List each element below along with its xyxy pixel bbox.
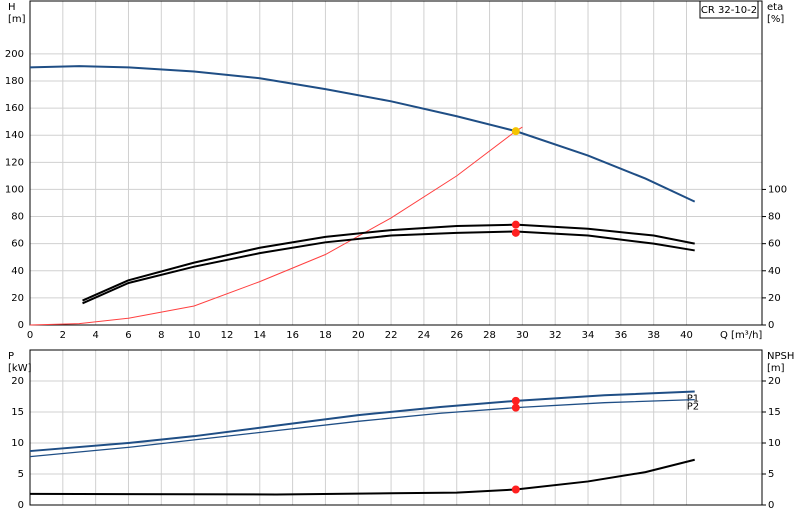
y2-tick-label: 5 <box>768 469 774 480</box>
plot-frame <box>29 349 763 506</box>
y-tick-label: 140 <box>5 130 24 141</box>
y2-axis-label: eta <box>767 2 783 13</box>
y-axis-unit: [m] <box>8 14 26 25</box>
y-tick-label: 60 <box>11 239 24 250</box>
model-box <box>699 0 759 19</box>
operating-point <box>511 485 520 494</box>
model-label: CR 32-10-2 <box>701 5 757 16</box>
x-tick-label: 26 <box>450 330 463 341</box>
y-tick-label: 180 <box>5 76 24 87</box>
curve <box>29 390 695 453</box>
y-tick-label: 80 <box>11 212 24 223</box>
y2-tick-label: 15 <box>768 407 781 418</box>
y-tick-label: 10 <box>11 438 24 449</box>
y2-tick-label: 80 <box>768 212 781 223</box>
y2-tick-label: 0 <box>768 320 774 331</box>
x-tick-label: 10 <box>188 330 201 341</box>
x-tick-label: 24 <box>418 330 431 341</box>
x-tick-label: 0 <box>27 330 33 341</box>
y-axis-label: P <box>8 351 14 362</box>
y-tick-label: 40 <box>11 266 24 277</box>
y-axis-label: H <box>8 2 16 13</box>
plot-frame <box>29 0 763 326</box>
y2-tick-label: 100 <box>768 184 787 195</box>
x-tick-label: 8 <box>158 330 164 341</box>
y-tick-label: 160 <box>5 103 24 114</box>
y-tick-label: 0 <box>18 320 24 331</box>
y-axis-unit: [kW] <box>8 363 32 374</box>
x-tick-label: 16 <box>286 330 299 341</box>
x-tick-label: 4 <box>92 330 98 341</box>
curve <box>82 230 695 305</box>
y2-axis-unit: [m] <box>767 363 785 374</box>
x-tick-label: 34 <box>582 330 595 341</box>
operating-point <box>511 228 520 237</box>
x-tick-label: 12 <box>221 330 234 341</box>
y2-tick-label: 40 <box>768 266 781 277</box>
y2-axis-unit: [%] <box>767 14 784 25</box>
curve <box>82 223 695 302</box>
y2-tick-label: 10 <box>768 438 781 449</box>
y2-tick-label: 0 <box>768 500 774 511</box>
y2-tick-label: 20 <box>768 293 781 304</box>
x-tick-label: 20 <box>352 330 365 341</box>
x-tick-label: 2 <box>60 330 66 341</box>
x-tick-label: 28 <box>483 330 496 341</box>
x-tick-label: 40 <box>680 330 693 341</box>
x-tick-label: 38 <box>647 330 660 341</box>
operating-point <box>511 127 520 136</box>
x-tick-label: 6 <box>125 330 131 341</box>
y-tick-label: 20 <box>11 293 24 304</box>
x-tick-label: 22 <box>385 330 398 341</box>
y2-tick-label: 20 <box>768 376 781 387</box>
y-tick-label: 120 <box>5 157 24 168</box>
y-tick-label: 100 <box>5 184 24 195</box>
x-tick-label: 36 <box>614 330 627 341</box>
y-tick-label: 5 <box>18 469 24 480</box>
curve <box>29 398 695 458</box>
y2-tick-label: 60 <box>768 239 781 250</box>
y-tick-label: 200 <box>5 49 24 60</box>
curve <box>29 458 695 496</box>
x-tick-label: 32 <box>549 330 562 341</box>
operating-point <box>511 396 520 405</box>
curve <box>29 126 523 326</box>
x-tick-label: 30 <box>516 330 529 341</box>
operating-point <box>511 403 520 412</box>
x-tick-label: 14 <box>253 330 266 341</box>
y-tick-label: 20 <box>11 376 24 387</box>
y-tick-label: 0 <box>18 500 24 511</box>
y-tick-label: 15 <box>11 407 24 418</box>
operating-point <box>511 220 520 229</box>
curve <box>29 65 696 203</box>
series-label: P2 <box>687 402 699 413</box>
y2-axis-label: NPSH <box>767 351 794 362</box>
x-tick-label: 18 <box>319 330 332 341</box>
x-axis-label: Q [m³/h] <box>720 330 762 341</box>
